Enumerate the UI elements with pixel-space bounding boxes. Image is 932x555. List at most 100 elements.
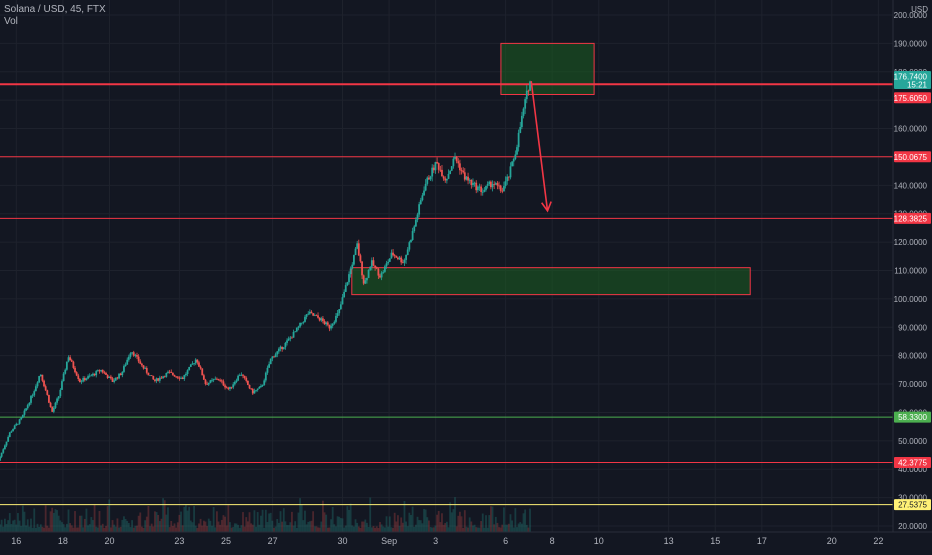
volume-bar: [242, 512, 244, 532]
y-tick-label: 90.0000: [898, 323, 927, 332]
price-tag-label: 42.3775: [898, 458, 927, 467]
volume-bar: [85, 508, 88, 532]
volume-bar: [335, 526, 337, 532]
volume-bar: [248, 512, 251, 532]
volume-bar: [351, 525, 354, 532]
volume-bar: [473, 524, 476, 532]
zone-layer: [351, 42, 751, 296]
volume-bar: [23, 511, 26, 532]
candle-body: [445, 178, 448, 181]
candle-body: [341, 297, 344, 305]
volume-bar: [111, 520, 114, 532]
x-tick-label: 6: [503, 536, 508, 546]
volume-bar: [170, 520, 173, 532]
volume-bar: [51, 507, 54, 532]
volume-bar: [235, 523, 238, 532]
volume-bar: [13, 519, 16, 532]
candle-body: [310, 311, 313, 314]
candle-body: [229, 386, 231, 390]
volume-bar: [160, 518, 163, 532]
volume-bar: [279, 511, 282, 532]
candle-body: [468, 179, 471, 181]
candle-body: [180, 377, 182, 379]
candle-body: [295, 327, 298, 332]
volume-bar: [142, 527, 145, 532]
candle-body: [467, 176, 469, 181]
volume-bar: [274, 526, 277, 532]
volume-bar: [116, 518, 119, 532]
candle-body: [48, 394, 50, 403]
candle-body: [39, 374, 42, 377]
volume-bar: [424, 509, 427, 532]
volume-bar: [263, 527, 266, 532]
candle-body: [476, 186, 479, 191]
volume-bar: [119, 526, 122, 532]
volume-bar: [455, 526, 458, 532]
volume-bar: [250, 523, 253, 532]
candle-body: [375, 267, 378, 269]
volume-bar: [124, 518, 127, 532]
volume-bar: [54, 509, 57, 532]
volume-bar: [313, 526, 316, 532]
volume-bar: [12, 520, 14, 532]
candle-body: [506, 176, 509, 182]
candle-body: [23, 410, 26, 415]
volume-bar: [294, 521, 297, 532]
candle-body: [126, 359, 129, 365]
volume-bar: [436, 514, 438, 532]
volume-bar: [348, 509, 350, 532]
volume-bar: [0, 524, 1, 532]
volume-bar: [140, 526, 143, 532]
volume-bar: [282, 508, 285, 532]
candle-body: [110, 376, 112, 379]
candle-body: [173, 374, 176, 377]
candle-body: [281, 346, 284, 350]
volume-bar: [388, 516, 391, 532]
candle-body: [498, 185, 500, 187]
candle-body: [137, 356, 140, 362]
candle-body: [56, 398, 58, 403]
volume-bar: [514, 508, 517, 532]
candle-body: [516, 147, 518, 155]
y-tick-label: 70.0000: [898, 380, 927, 389]
candle-body: [509, 166, 512, 178]
candle-body: [142, 365, 145, 369]
candle-body: [305, 314, 308, 317]
volume-bar: [414, 524, 417, 532]
candle-body: [520, 115, 523, 128]
candle-body: [294, 331, 297, 333]
volume-bar: [70, 525, 73, 532]
candle-body: [217, 379, 220, 381]
volume-bar: [338, 516, 341, 532]
volume-bar: [344, 525, 347, 532]
volume-bar: [171, 525, 174, 532]
volume-bar: [450, 512, 453, 532]
volume-bar: [460, 516, 463, 532]
candle-body: [361, 261, 363, 276]
candle-body: [17, 423, 19, 425]
candle-body: [54, 402, 57, 408]
price-tag-time: 15:21: [907, 81, 928, 90]
volume-bar: [185, 504, 187, 532]
volume-bar: [318, 527, 321, 532]
candle-body: [193, 363, 195, 365]
volume-bar: [80, 515, 83, 532]
candle-body: [439, 169, 442, 171]
volume-bar: [264, 509, 267, 532]
volume-bar: [520, 523, 523, 532]
volume-bar: [31, 527, 34, 532]
candle-body: [57, 396, 60, 399]
candle-body: [198, 362, 200, 367]
x-tick-label: 27: [268, 536, 278, 546]
volume-bar: [398, 525, 401, 532]
candle-body: [219, 380, 222, 382]
volume-bar: [101, 523, 104, 532]
candle-body: [473, 182, 476, 184]
candle-body: [70, 360, 73, 362]
candle-body: [356, 243, 359, 249]
candle-body: [429, 176, 432, 180]
volume-bar: [74, 511, 76, 532]
volume-bar: [362, 521, 365, 532]
candle-body: [30, 396, 32, 403]
